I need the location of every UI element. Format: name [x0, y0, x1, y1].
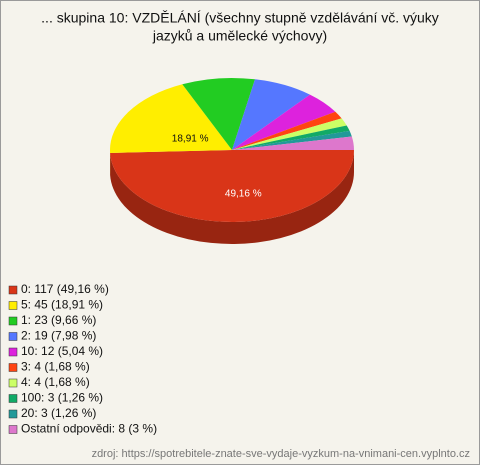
slice [232, 125, 350, 150]
data-label: 49,16 % [225, 189, 262, 200]
chart-title: ... skupina 10: VZDĚLÁNÍ (všechny stupně… [41, 10, 439, 26]
slice [232, 111, 342, 150]
legend-label: 4: 4 (1,68 %) [21, 375, 90, 389]
legend-swatch [8, 394, 18, 403]
slice [182, 77, 256, 150]
legend-swatch [8, 378, 18, 388]
legend-label: 10: 12 (5,04 %) [21, 344, 103, 358]
legend-swatch [8, 316, 18, 326]
data-label: 18,91 % [172, 134, 209, 145]
legend-label: 2: 19 (7,98 %) [21, 329, 96, 343]
chart-title: jazyků a umělecké výchovy) [152, 28, 327, 44]
legend-swatch [8, 285, 18, 295]
source: zdroj: https://spotrebitele-znate-sve-vy… [92, 448, 470, 460]
legend-swatch [8, 332, 18, 341]
legend-label: 20: 3 (1,26 %) [21, 406, 96, 420]
slice [110, 84, 232, 153]
slice-side [110, 150, 355, 244]
slice [232, 118, 347, 150]
slice [232, 79, 310, 150]
legend-label: 0: 117 (49,16 %) [21, 282, 109, 296]
legend-swatch [8, 425, 18, 434]
legend-swatch [8, 301, 18, 310]
legend-swatch [8, 347, 18, 357]
slice [232, 94, 336, 150]
legend-label: 3: 4 (1,68 %) [21, 360, 90, 374]
legend-label: 5: 45 (18,91 %) [21, 298, 103, 312]
legend-label: 100: 3 (1,26 %) [21, 391, 103, 405]
legend-label: Ostatní odpovědi: 8 (3 %) [21, 422, 157, 436]
slice [232, 130, 352, 150]
slice [232, 136, 354, 150]
legend-swatch [8, 409, 18, 419]
legend-swatch [8, 363, 18, 372]
slice [110, 150, 355, 222]
legend-label: 1: 23 (9,66 %) [21, 313, 96, 327]
